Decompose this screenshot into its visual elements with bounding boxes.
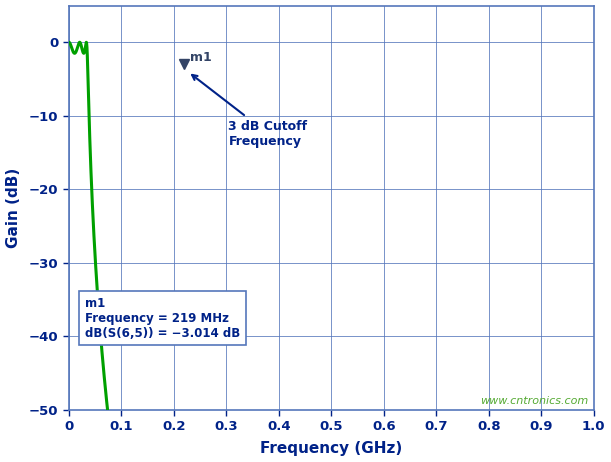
- Text: www.cntronics.com: www.cntronics.com: [480, 395, 588, 406]
- X-axis label: Frequency (GHz): Frequency (GHz): [260, 442, 403, 456]
- Text: m1: m1: [190, 51, 212, 64]
- Text: m1
Frequency = 219 MHz
dB(S(6,5)) = −3.014 dB: m1 Frequency = 219 MHz dB(S(6,5)) = −3.0…: [85, 297, 240, 340]
- Y-axis label: Gain (dB): Gain (dB): [5, 168, 21, 248]
- Text: 3 dB Cutoff
Frequency: 3 dB Cutoff Frequency: [192, 75, 307, 147]
